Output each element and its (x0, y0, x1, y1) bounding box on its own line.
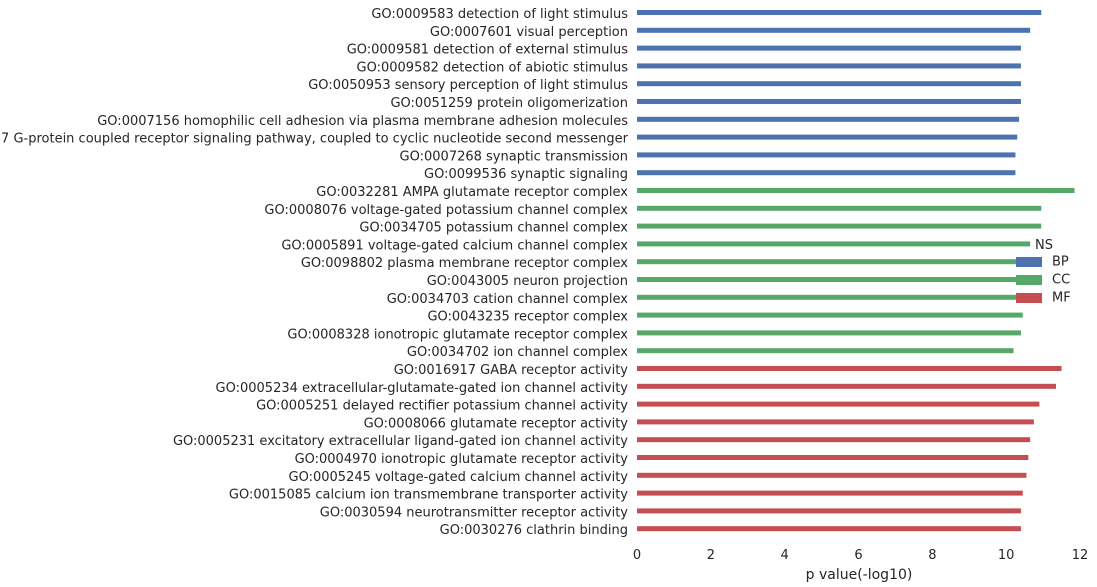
bar-bp (637, 63, 1021, 69)
category-label: GO:0015085 calcium ion transmembrane tra… (229, 488, 628, 503)
bar-bp (637, 45, 1021, 51)
category-label: GO:0009581 detection of external stimulu… (347, 43, 629, 58)
bar-cc (637, 205, 1042, 211)
x-tick-label: 0 (633, 548, 641, 563)
category-label: GO:0005245 voltage-gated calcium channel… (289, 470, 629, 485)
category-label: GO:0005234 extracellular-glutamate-gated… (216, 381, 629, 396)
category-label: GO:0005251 delayed rectifier potassium c… (256, 399, 628, 414)
bar-mf (637, 383, 1057, 389)
bar-bp (637, 81, 1021, 87)
category-label: GO:0032281 AMPA glutamate receptor compl… (316, 185, 628, 200)
legend-entries: BP CC MF (1016, 255, 1071, 306)
category-label: GO:0030594 neurotransmitter receptor act… (320, 505, 629, 520)
category-label: GO:0007156 homophilic cell adhesion via … (97, 114, 628, 129)
category-label: GO:0009583 detection of light stimulus (371, 7, 628, 22)
bar-bp (637, 27, 1031, 33)
bar-mf (637, 366, 1062, 371)
category-label: GO:0034705 potassium channel complex (359, 221, 628, 236)
legend: NS BP CC MF (1016, 238, 1071, 306)
bar-cc (637, 277, 1025, 282)
category-label: GO:0051259 protein oligomerization (390, 96, 628, 111)
category-label: GO:0099536 synaptic signaling (424, 167, 628, 182)
bar-bp (637, 116, 1020, 122)
legend-swatch-mf (1016, 293, 1042, 303)
category-label: GO:0043235 receptor complex (427, 310, 628, 325)
category-label: GO:0009582 detection of abiotic stimulus (357, 60, 629, 75)
category-label: GO:0016917 GABA receptor activity (394, 363, 629, 378)
x-tick-label: 4 (781, 548, 789, 563)
bar-mf (637, 472, 1027, 478)
x-axis-title: p value(-log10) (806, 567, 913, 583)
legend-swatch-cc (1016, 275, 1042, 285)
bar-mf (637, 526, 1021, 532)
bar-mf (637, 419, 1034, 425)
category-label: GO:0098802 plasma membrane receptor comp… (301, 256, 628, 271)
bar-mf (637, 490, 1023, 496)
bar-cc (637, 330, 1021, 336)
category-label: GO:0004970 ionotropic glutamate receptor… (295, 452, 629, 467)
legend-label-bp: BP (1052, 255, 1069, 270)
category-label: GO:0007601 visual perception (430, 25, 628, 40)
legend-label-cc: CC (1052, 273, 1070, 288)
bar-mf (637, 455, 1029, 460)
legend-label-mf: MF (1052, 291, 1071, 306)
bar-mf (637, 401, 1040, 407)
x-tick-label: 2 (707, 548, 715, 563)
bar-cc (637, 294, 1025, 300)
x-axis-ticks: 0 2 4 6 8 10 12 (633, 548, 1088, 563)
category-label: GO:0008066 glutamate receptor activity (364, 416, 629, 431)
bar-bp (637, 10, 1042, 15)
bar-mf (637, 437, 1031, 443)
category-label: GO:0050953 sensory perception of light s… (308, 78, 628, 93)
legend-swatch-bp (1016, 257, 1042, 267)
bar-bp (637, 152, 1016, 158)
bars-layer (637, 10, 1075, 532)
category-label: GO:0007187 G-protein coupled receptor si… (0, 132, 629, 147)
bar-bp (637, 170, 1016, 176)
category-label: GO:0034702 ion channel complex (407, 345, 628, 360)
category-label: GO:0008076 voltage-gated potassium chann… (264, 203, 628, 218)
bar-cc (637, 223, 1042, 229)
legend-title: NS (1035, 238, 1053, 253)
category-label: GO:0008328 ionotropic glutamate receptor… (287, 327, 628, 342)
category-label: GO:0005231 excitatory extracellular liga… (173, 434, 628, 449)
x-tick-label: 12 (1072, 548, 1089, 563)
bar-cc (637, 241, 1031, 247)
category-label: GO:0007268 synaptic transmission (400, 149, 628, 164)
category-labels: GO:0009583 detection of light stimulus GO… (0, 7, 629, 538)
bar-bp (637, 99, 1021, 104)
x-tick-label: 10 (998, 548, 1015, 563)
category-label: GO:0030276 clathrin binding (440, 523, 628, 538)
category-label: GO:0034703 cation channel complex (387, 292, 629, 307)
category-label: GO:0005891 voltage-gated calcium channel… (281, 238, 628, 253)
bar-bp (637, 134, 1018, 140)
x-tick-label: 6 (854, 548, 862, 563)
bar-cc (637, 312, 1023, 318)
bar-cc (637, 188, 1075, 193)
category-label: GO:0043005 neuron projection (427, 274, 628, 289)
x-tick-label: 8 (928, 548, 936, 563)
bar-cc (637, 348, 1014, 354)
bar-mf (637, 508, 1021, 514)
bar-cc (637, 259, 1025, 265)
